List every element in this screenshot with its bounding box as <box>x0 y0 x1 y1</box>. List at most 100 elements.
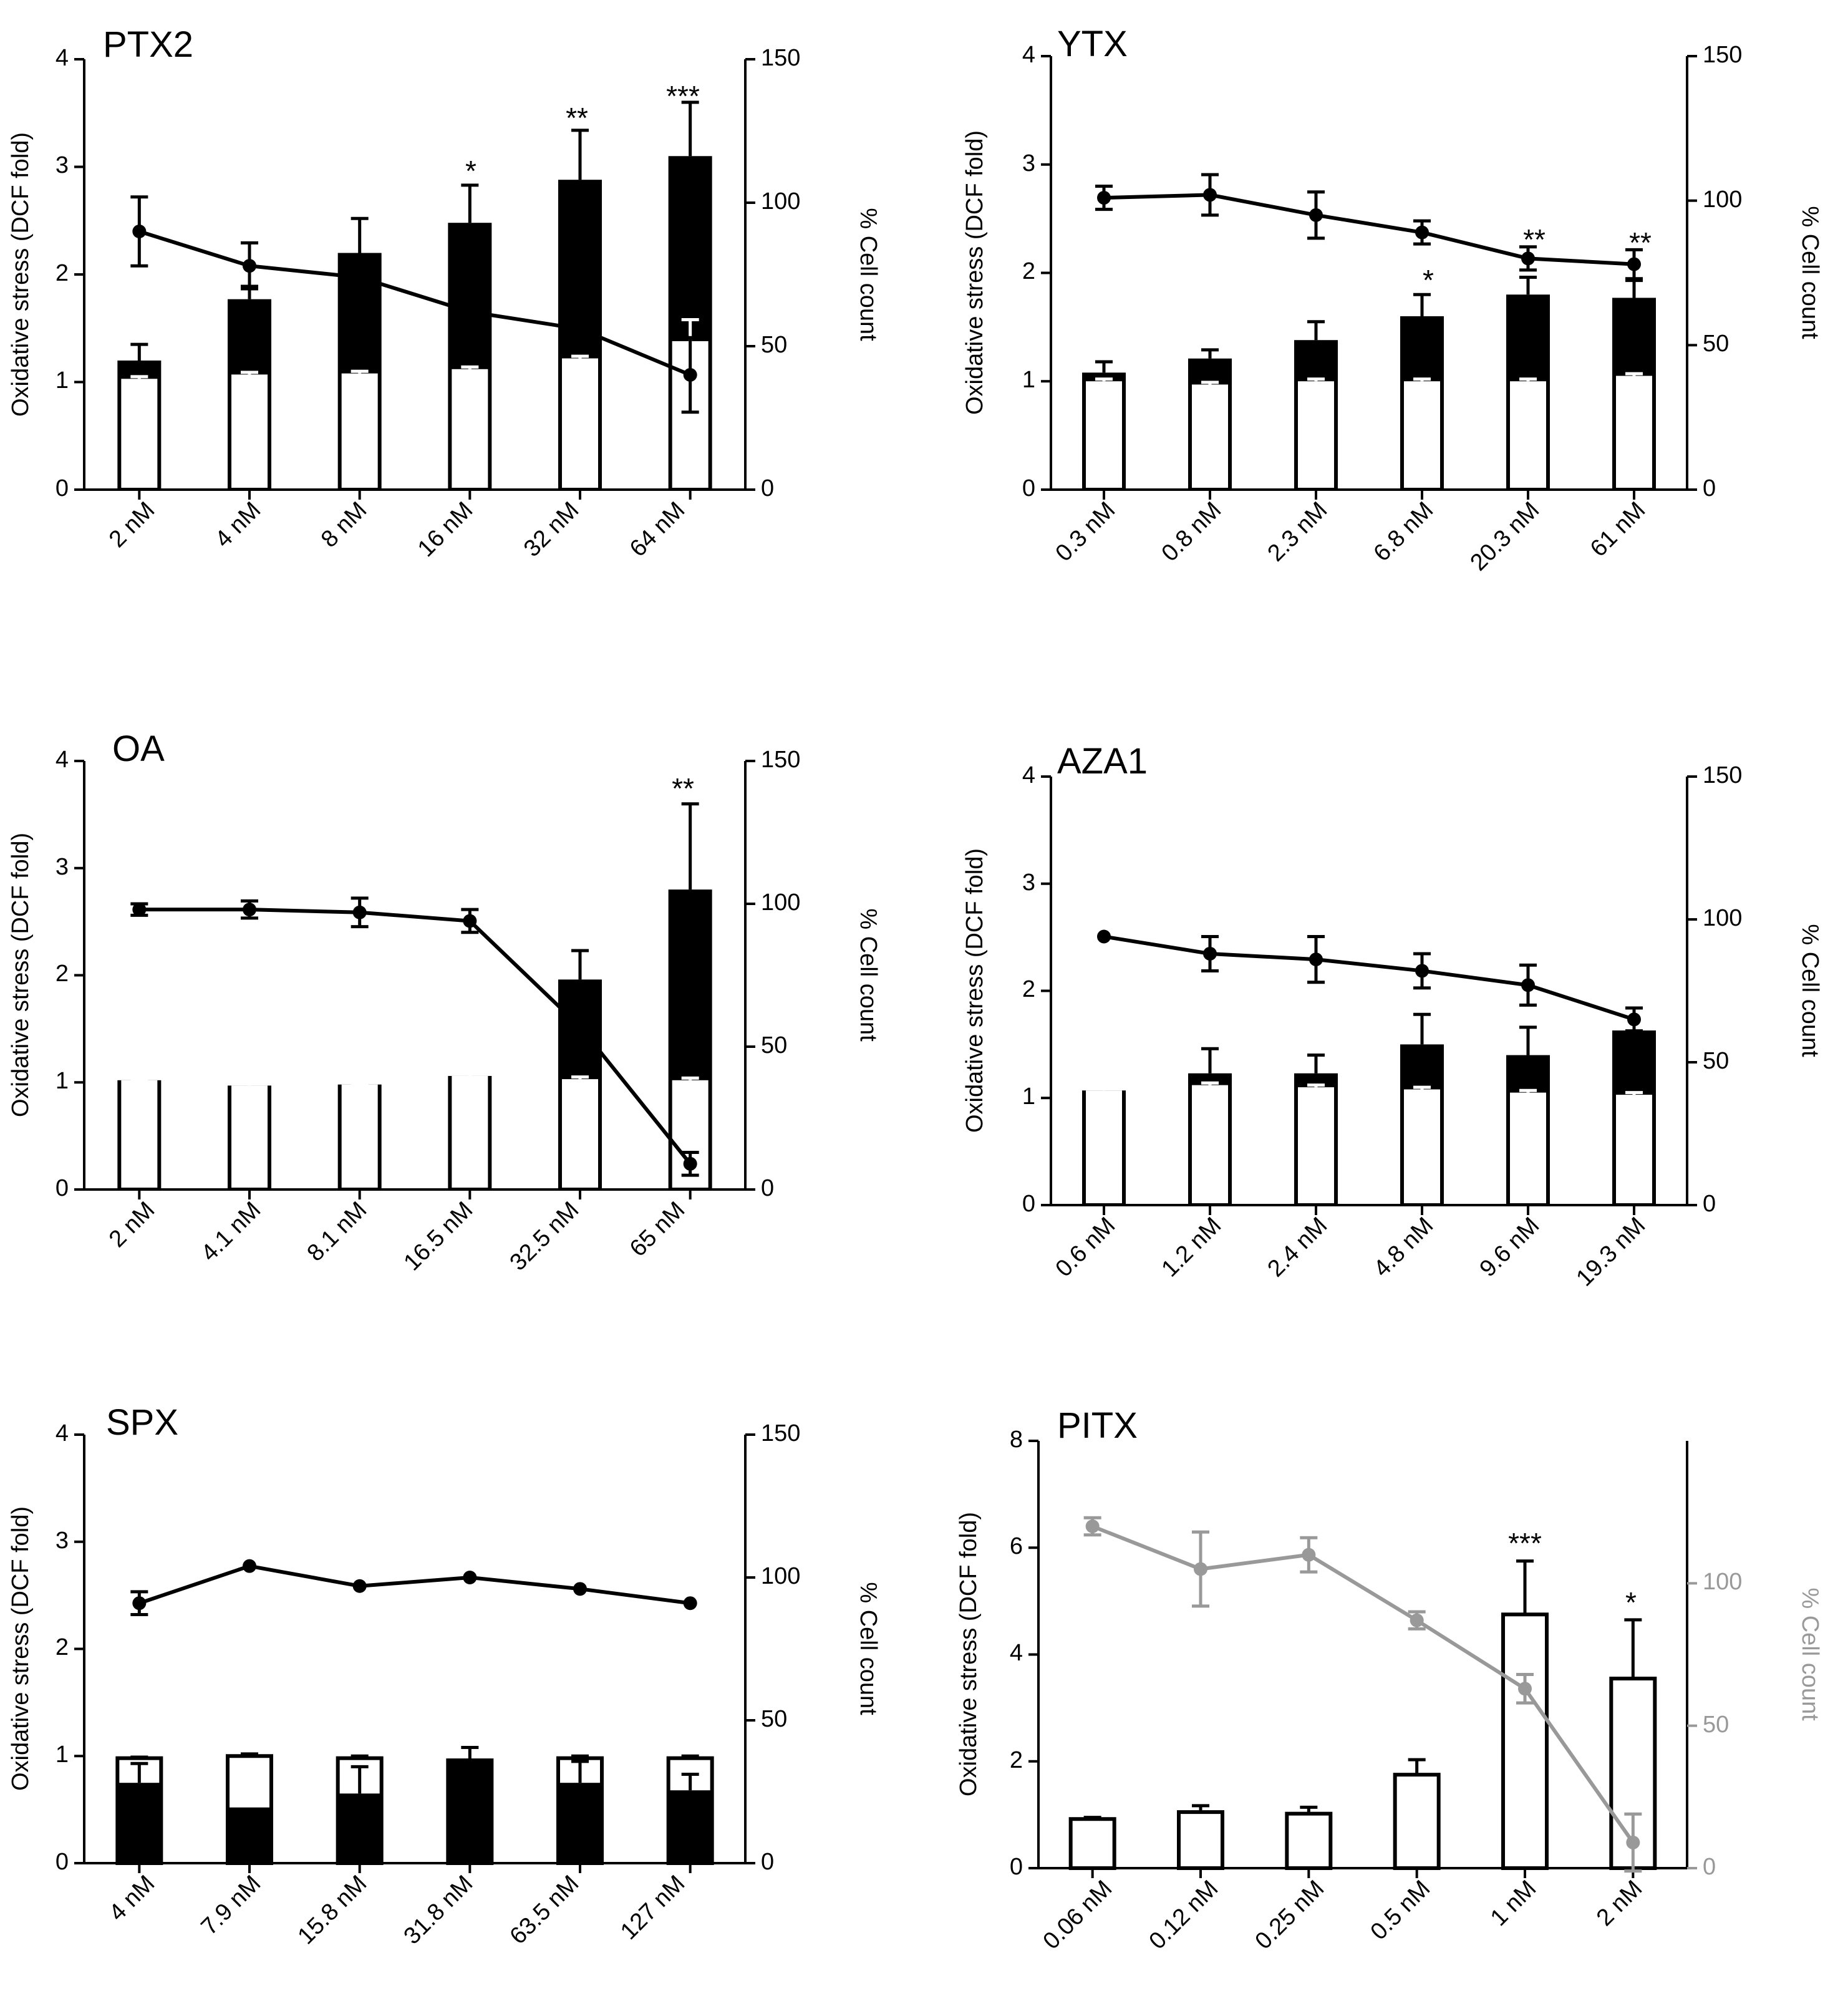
stress-bar <box>228 1807 271 1863</box>
cell-count-point <box>683 1156 697 1171</box>
y-axis-label: Oxidative stress (DCF fold) <box>7 132 34 417</box>
x-tick-label: 8 nM <box>316 497 372 553</box>
control-bar <box>1298 381 1334 488</box>
cell-count-point <box>1097 191 1111 205</box>
y2-axis-label: % Cell count <box>1797 206 1823 339</box>
significance-label: *** <box>666 80 700 112</box>
cell-count-point <box>243 903 256 917</box>
cell-count-point <box>463 1571 477 1584</box>
panel-pitx: PITX Oxidative stress (DCF fold) % Cell … <box>955 1405 1823 1954</box>
y2-tick-label: 50 <box>761 1032 787 1059</box>
y-tick-label: 2 <box>56 1634 69 1660</box>
control-bar <box>1192 1085 1228 1203</box>
y-tick-label: 1 <box>1022 1083 1035 1110</box>
x-tick-label: 2 nM <box>104 497 160 553</box>
x-tick-label: 9.6 nM <box>1475 1213 1545 1282</box>
y2-tick-label: 100 <box>1703 187 1742 213</box>
y-tick-label: 0 <box>1022 475 1035 502</box>
y-tick-label: 4 <box>1022 762 1035 788</box>
panel-ptx2: PTX2 Oxidative stress (DCF fold) % Cell … <box>7 24 881 562</box>
y2-tick-label: 150 <box>761 1420 800 1446</box>
cell-count-line <box>138 1564 691 1606</box>
x-tick-label: 2 nM <box>104 1197 160 1253</box>
cell-count-point <box>1097 929 1111 944</box>
cell-count-point <box>352 1579 367 1593</box>
stress-bar <box>448 1761 492 1863</box>
chart-title: PTX2 <box>103 24 193 65</box>
plot-area <box>74 760 755 1199</box>
y-tick-label: 3 <box>1022 150 1035 177</box>
chart-title: YTX <box>1057 24 1128 64</box>
y-tick-label: 3 <box>56 854 69 880</box>
control-bar <box>1298 1087 1334 1203</box>
y-tick-label: 1 <box>56 367 69 394</box>
cell-count-line <box>1103 934 1635 1022</box>
x-tick-label: 15.8 nM <box>293 1871 372 1950</box>
plot-area <box>74 58 755 500</box>
y-axis-label: Oxidative stress (DCF fold) <box>962 848 988 1133</box>
control-bar <box>452 1075 488 1188</box>
significance-label: ** <box>566 102 588 134</box>
x-tick-label: 19.3 nM <box>1572 1213 1651 1292</box>
significance-label: ** <box>1629 226 1652 259</box>
control-bar <box>1510 381 1546 488</box>
y-tick-label: 0 <box>56 1849 69 1875</box>
x-tick-label: 16.5 nM <box>399 1197 478 1276</box>
x-tick-label: 61 nM <box>1585 497 1650 562</box>
y2-tick-label: 100 <box>761 889 800 916</box>
cell-count-line <box>139 908 692 1165</box>
cell-count-point <box>1194 1562 1207 1576</box>
cell-count-point <box>1521 978 1535 992</box>
x-tick-label: 16 nM <box>413 497 478 562</box>
y-tick-label: 1 <box>1022 367 1035 393</box>
y-tick-label: 8 <box>1010 1427 1023 1453</box>
x-tick-label: 0.5 nM <box>1366 1876 1436 1945</box>
x-tick-label: 0.8 nM <box>1157 497 1227 567</box>
significance-label: * <box>465 155 477 187</box>
stress-bar <box>1501 1612 1549 1870</box>
chart-title: AZA1 <box>1057 741 1148 782</box>
cell-count-point <box>683 368 697 382</box>
chart-title: PITX <box>1057 1405 1138 1446</box>
x-tick-label: 4.1 nM <box>196 1197 266 1267</box>
stress-bar <box>1285 1811 1333 1870</box>
y2-tick-label: 0 <box>1703 475 1716 502</box>
y-tick-label: 2 <box>1022 258 1035 284</box>
x-tick-label: 0.06 nM <box>1038 1876 1118 1955</box>
y-axis-label: Oxidative stress (DCF fold) <box>7 1506 34 1791</box>
cell-count-point <box>1521 251 1535 266</box>
cell-count-point <box>573 322 587 336</box>
cell-count-point <box>573 1582 587 1596</box>
y2-tick-label: 50 <box>1703 1048 1729 1074</box>
chart-title: SPX <box>106 1402 178 1443</box>
y-tick-label: 1 <box>56 1742 69 1768</box>
cell-count-point <box>1085 1519 1100 1533</box>
panel-aza1: AZA1 Oxidative stress (DCF fold) % Cell … <box>962 741 1823 1291</box>
y-tick-label: 4 <box>56 1420 69 1446</box>
y-tick-label: 1 <box>56 1068 69 1094</box>
y-tick-label: 6 <box>1010 1533 1023 1559</box>
cell-count-point <box>243 259 256 273</box>
cell-count-point <box>463 914 477 928</box>
y2-tick-label: 150 <box>761 747 800 773</box>
x-tick-label: 31.8 nM <box>399 1871 478 1950</box>
cell-count-point <box>1415 225 1429 240</box>
y2-tick-label: 0 <box>761 475 774 502</box>
cell-count-line <box>1103 193 1635 266</box>
x-tick-label: 1.2 nM <box>1157 1213 1227 1282</box>
control-bar <box>341 1084 378 1188</box>
cell-count-point <box>1203 188 1217 202</box>
cell-count-line <box>138 230 691 377</box>
y-tick-label: 2 <box>56 961 69 987</box>
cell-count-point <box>1415 964 1429 978</box>
control-bar <box>1616 376 1652 488</box>
cell-count-point <box>132 903 147 917</box>
y-tick-label: 4 <box>56 45 69 71</box>
cell-count-point <box>1626 1835 1640 1849</box>
y2-tick-label: 50 <box>1703 331 1729 357</box>
significance-label: * <box>1423 264 1434 296</box>
stress-bar <box>117 1783 162 1863</box>
significance-label: *** <box>1508 1527 1542 1559</box>
y-tick-label: 2 <box>1022 976 1035 1002</box>
y2-tick-label: 0 <box>1703 1854 1716 1880</box>
